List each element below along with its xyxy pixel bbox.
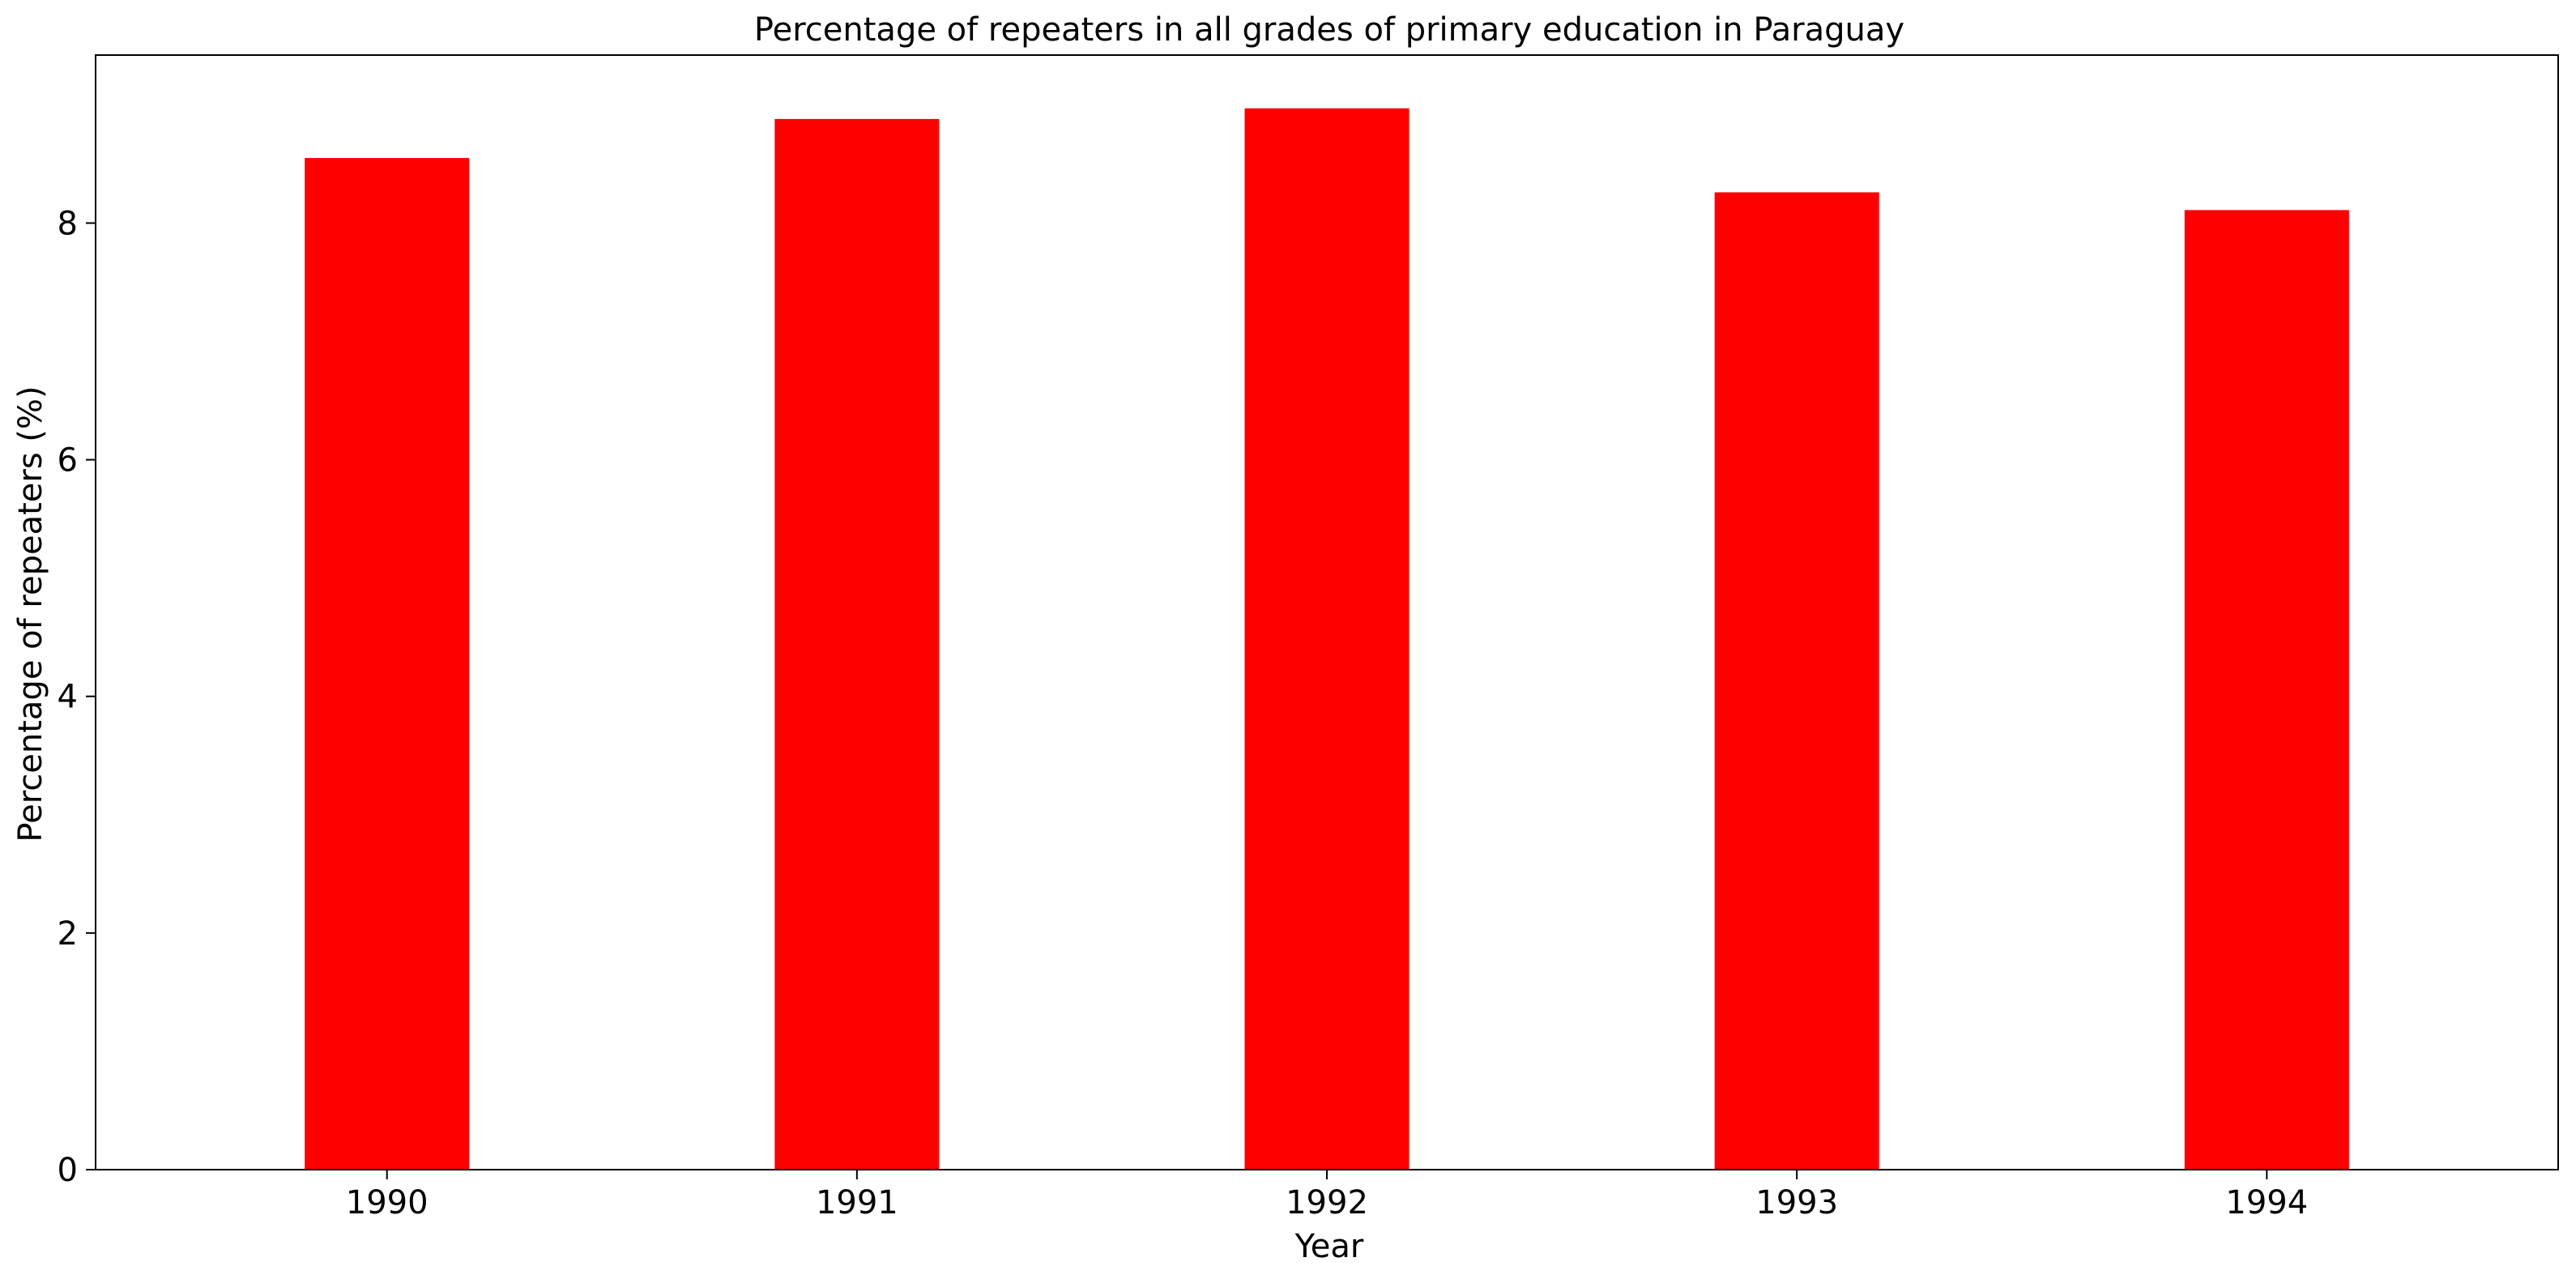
x-tick-label: 1992 [1286,1184,1368,1221]
x-tick-label: 1991 [816,1184,898,1221]
x-tick-label: 1994 [2225,1184,2308,1221]
bar-1992 [1244,108,1410,1170]
y-tick-label: 2 [58,915,78,953]
x-axis-ticks: 1990 1991 1992 1993 1994 [346,1170,2308,1221]
y-axis-ticks: 0 2 4 6 8 [58,205,96,1189]
bar-1990 [305,158,470,1170]
y-tick-label: 0 [58,1152,78,1189]
bars-group [305,108,2349,1170]
plot-frame [95,54,2559,1170]
y-axis-label: Percentage of repeaters (%) [12,386,49,842]
x-axis-label: Year [1294,1228,1364,1265]
bar-1993 [1714,192,1879,1170]
y-tick-label: 4 [58,679,78,716]
x-tick-label: 1990 [346,1184,429,1221]
x-tick-label: 1993 [1755,1184,1838,1221]
chart-title: Percentage of repeaters in all grades of… [754,11,1904,49]
bar-1991 [774,118,940,1170]
y-tick-label: 6 [58,442,78,480]
bar-1994 [2184,210,2349,1170]
y-tick-label: 8 [58,205,78,242]
